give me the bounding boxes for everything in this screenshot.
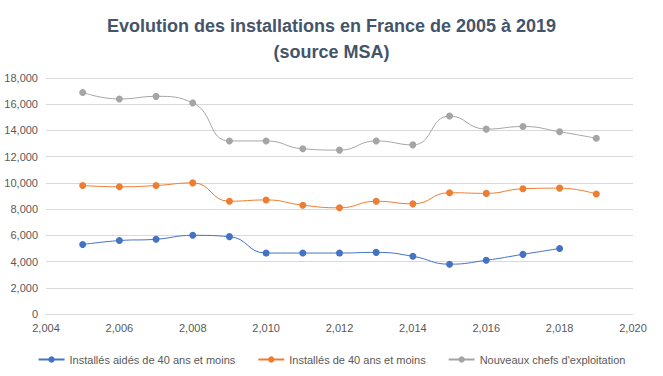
svg-text:2,012: 2,012 <box>326 322 354 334</box>
svg-text:4,000: 4,000 <box>10 256 38 268</box>
svg-text:Installés de 40 ans et moins: Installés de 40 ans et moins <box>289 354 426 366</box>
svg-text:18,000: 18,000 <box>4 72 38 84</box>
svg-text:2,006: 2,006 <box>106 322 134 334</box>
svg-text:2,000: 2,000 <box>10 282 38 294</box>
svg-text:10,000: 10,000 <box>4 177 38 189</box>
svg-text:Nouveaux chefs d'exploitation: Nouveaux chefs d'exploitation <box>480 354 626 366</box>
svg-text:2,020: 2,020 <box>619 322 647 334</box>
svg-text:8,000: 8,000 <box>10 203 38 215</box>
svg-text:0: 0 <box>32 308 38 320</box>
svg-text:2,004: 2,004 <box>32 322 60 334</box>
svg-text:2,008: 2,008 <box>179 322 207 334</box>
svg-text:2,016: 2,016 <box>472 322 500 334</box>
svg-text:Installés aidés de 40 ans et m: Installés aidés de 40 ans et moins <box>70 354 236 366</box>
svg-text:14,000: 14,000 <box>4 124 38 136</box>
svg-text:(source MSA): (source MSA) <box>273 42 389 62</box>
svg-text:2,014: 2,014 <box>399 322 427 334</box>
svg-text:12,000: 12,000 <box>4 151 38 163</box>
svg-text:6,000: 6,000 <box>10 229 38 241</box>
svg-text:2,018: 2,018 <box>546 322 574 334</box>
svg-text:16,000: 16,000 <box>4 98 38 110</box>
svg-text:Evolution des installations en: Evolution des installations en France de… <box>107 16 556 36</box>
svg-text:2,010: 2,010 <box>252 322 280 334</box>
